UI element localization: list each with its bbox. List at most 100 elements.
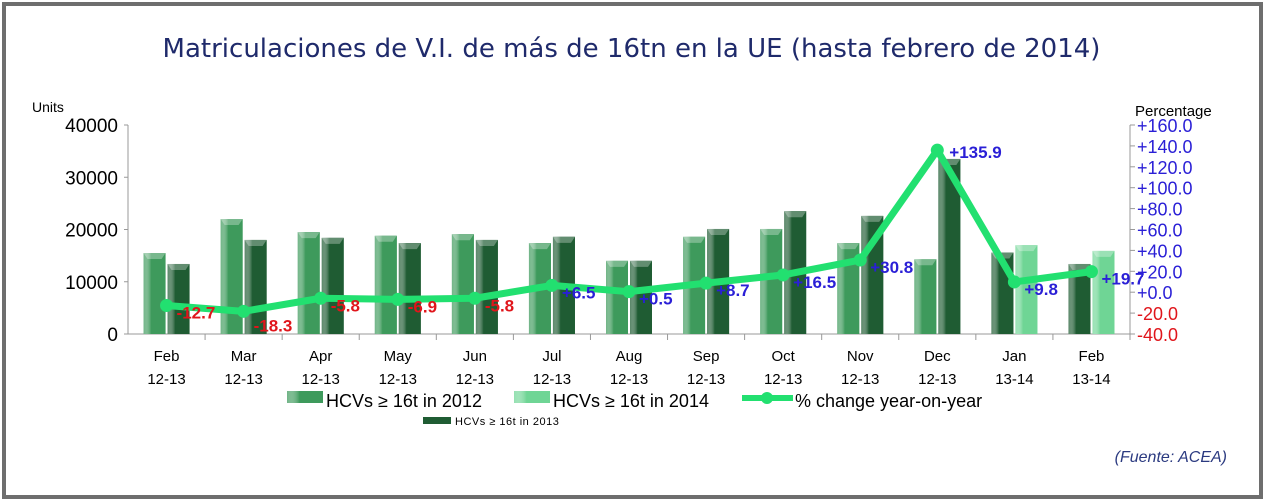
x-tick-label: Feb <box>154 348 180 365</box>
legend-2012-label: HCVs ≥ 16t in 2012 <box>326 391 482 411</box>
pct-change-point <box>699 276 713 290</box>
bar-cap <box>914 259 937 266</box>
bar-highlight <box>220 219 243 334</box>
x-tick-sublabel: 12-13 <box>302 371 340 388</box>
x-tick-label: Nov <box>847 348 874 365</box>
bar-cap <box>707 228 730 235</box>
chart-title: Matriculaciones de V.I. de más de 16tn e… <box>162 34 1101 64</box>
pct-change-label: +6.5 <box>562 283 596 302</box>
pct-change-label: +16.5 <box>793 273 836 292</box>
legend-2014-label: HCVs ≥ 16t in 2014 <box>553 391 709 411</box>
right-tick-label: +160.0 <box>1137 116 1193 136</box>
bar-cap <box>837 243 860 250</box>
x-tick-label: Dec <box>924 348 951 365</box>
legend-2012-swatch-highlight <box>287 391 323 403</box>
pct-change-label: -12.7 <box>177 303 216 322</box>
x-tick-sublabel: 12-13 <box>687 371 725 388</box>
left-tick-label: 30000 <box>65 168 118 189</box>
bar-cap <box>784 211 807 218</box>
right-tick-label: +120.0 <box>1137 158 1193 178</box>
bar-cap <box>451 234 474 241</box>
left-axis-label: Units <box>32 99 64 115</box>
left-tick-label: 20000 <box>65 221 118 242</box>
source-note: (Fuente: ACEA) <box>1114 449 1227 466</box>
pct-change-label: +135.9 <box>949 143 1001 162</box>
x-tick-sublabel: 13-14 <box>1072 371 1110 388</box>
x-tick-label: Sep <box>693 348 720 365</box>
bar-cap <box>321 237 344 244</box>
x-tick-label: May <box>384 348 413 365</box>
x-tick-label: Mar <box>231 348 257 365</box>
bar-cap <box>1015 245 1038 252</box>
pct-change-point <box>1007 275 1021 289</box>
x-tick-sublabel: 12-13 <box>456 371 494 388</box>
bar-cap <box>630 260 652 267</box>
x-tick-sublabel: 12-13 <box>533 371 571 388</box>
pct-change-point <box>776 268 790 282</box>
bar-highlight <box>321 237 344 334</box>
right-tick-label: +20.0 <box>1137 262 1183 282</box>
bar-highlight <box>451 234 474 334</box>
x-tick-sublabel: 12-13 <box>379 371 417 388</box>
bar-highlight <box>398 243 421 334</box>
bar-highlight <box>606 260 628 334</box>
bar-cap <box>244 239 267 246</box>
bar-highlight <box>630 260 652 334</box>
bar-cap <box>683 236 706 243</box>
pct-change-label: +30.8 <box>870 258 913 277</box>
pct-change-label: -5.8 <box>331 296 360 315</box>
bar-highlight <box>297 232 320 334</box>
legend-2013-label: HCVs ≥ 16t in 2013 <box>455 416 559 428</box>
x-tick-label: Jun <box>463 348 487 365</box>
right-tick-label: -20.0 <box>1137 304 1178 324</box>
x-tick-sublabel: 12-13 <box>841 371 879 388</box>
bar-highlight <box>167 263 190 334</box>
bar-cap <box>374 235 397 242</box>
left-tick-label: 10000 <box>65 273 118 294</box>
x-tick-label: Apr <box>309 348 332 365</box>
x-tick-label: Jan <box>1002 348 1026 365</box>
bar-cap <box>552 236 575 243</box>
pct-change-point <box>314 291 328 305</box>
pct-change-point <box>468 291 482 305</box>
pct-change-label: -6.9 <box>408 297 437 316</box>
left-tick-label: 0 <box>107 325 118 346</box>
bar-highlight <box>374 235 397 334</box>
x-tick-label: Aug <box>616 348 643 365</box>
x-tick-label: Oct <box>771 348 795 365</box>
pct-change-point <box>237 304 251 318</box>
legend-2013-swatch <box>423 417 451 424</box>
legend-line-label: % change year-on-year <box>795 391 982 411</box>
x-tick-sublabel: 12-13 <box>610 371 648 388</box>
pct-change-label: +0.5 <box>639 290 673 309</box>
right-tick-label: +140.0 <box>1137 137 1193 157</box>
bar-highlight <box>1015 245 1038 334</box>
pct-change-point <box>622 285 636 299</box>
pct-change-point <box>545 278 559 292</box>
bar-cap <box>606 260 628 267</box>
right-tick-label: +0.0 <box>1137 283 1173 303</box>
x-tick-sublabel: 12-13 <box>147 371 185 388</box>
x-tick-sublabel: 12-13 <box>224 371 262 388</box>
bar-cap <box>220 219 243 226</box>
legend-2014-swatch-highlight <box>514 391 550 403</box>
x-tick-label: Feb <box>1079 348 1105 365</box>
right-axis-label: Percentage <box>1135 103 1212 120</box>
bar-cap <box>297 232 320 239</box>
bar-cap <box>475 239 498 246</box>
x-tick-sublabel: 12-13 <box>764 371 802 388</box>
pct-change-point <box>391 292 405 306</box>
right-tick-label: +60.0 <box>1137 221 1183 241</box>
right-tick-label: +40.0 <box>1137 241 1183 261</box>
pct-change-label: +8.7 <box>716 281 750 300</box>
bar-cap <box>1092 250 1115 257</box>
legend-line-marker <box>761 392 773 404</box>
pct-change-point <box>853 253 867 267</box>
left-tick-label: 40000 <box>65 116 118 137</box>
bar-highlight <box>914 259 937 334</box>
bar-cap <box>398 243 421 250</box>
bar-cap <box>143 253 166 260</box>
bar-highlight <box>1092 250 1115 334</box>
bar-highlight <box>143 253 166 334</box>
pct-change-point <box>160 298 174 312</box>
